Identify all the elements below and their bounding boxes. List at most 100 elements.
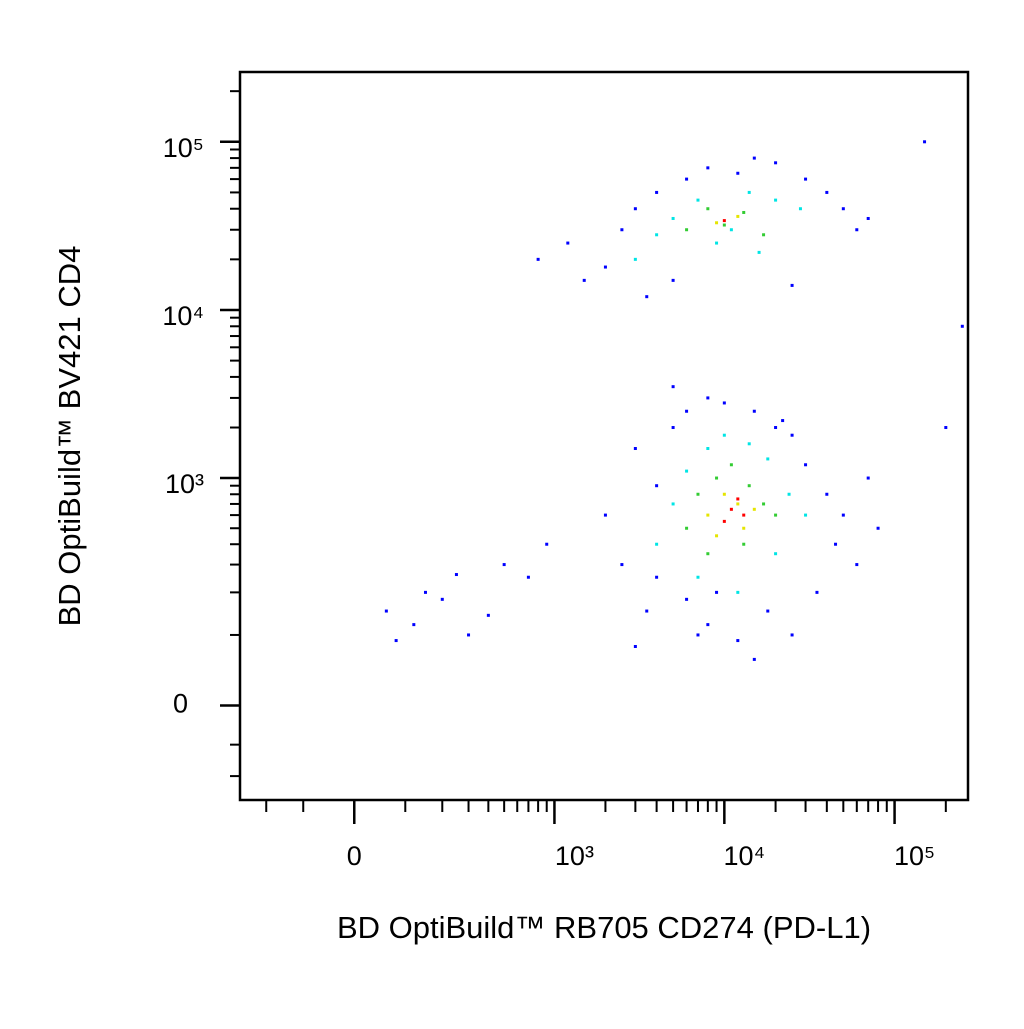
point xyxy=(742,513,746,517)
point xyxy=(747,190,751,194)
point xyxy=(866,216,870,220)
point xyxy=(696,575,700,579)
point xyxy=(876,526,880,530)
point xyxy=(752,507,756,511)
point xyxy=(526,575,530,579)
point xyxy=(645,295,649,299)
point xyxy=(766,609,770,613)
point xyxy=(655,190,659,194)
y-tick-label: 0 xyxy=(173,689,188,719)
point xyxy=(787,492,791,496)
point xyxy=(645,609,649,613)
point xyxy=(742,542,746,546)
point xyxy=(722,401,726,405)
point xyxy=(536,257,540,261)
point xyxy=(757,250,761,254)
point xyxy=(620,228,624,232)
point xyxy=(729,463,733,467)
point xyxy=(394,639,398,643)
point xyxy=(633,207,637,211)
point xyxy=(715,241,719,245)
point xyxy=(825,492,829,496)
point xyxy=(633,257,637,261)
point xyxy=(752,657,756,661)
point xyxy=(486,613,490,617)
point xyxy=(706,447,710,451)
point xyxy=(736,590,740,594)
point xyxy=(866,476,870,480)
point xyxy=(722,219,726,223)
point xyxy=(729,507,733,511)
point xyxy=(790,633,794,637)
point xyxy=(742,210,746,214)
point xyxy=(774,198,778,202)
point xyxy=(804,513,808,517)
point xyxy=(825,190,829,194)
point xyxy=(923,140,927,144)
point xyxy=(633,644,637,648)
y-axis-label: BD OptiBuild™ BV421 CD4 xyxy=(52,246,87,627)
point xyxy=(545,542,549,546)
point xyxy=(502,563,506,567)
point xyxy=(715,590,719,594)
x-tick-label: 10⁴ xyxy=(724,841,766,871)
point xyxy=(841,207,845,211)
point xyxy=(671,502,675,506)
point xyxy=(804,463,808,467)
point xyxy=(774,513,778,517)
point xyxy=(736,214,740,218)
point xyxy=(655,542,659,546)
point xyxy=(582,278,586,282)
point xyxy=(685,469,689,473)
point xyxy=(603,513,607,517)
point xyxy=(671,385,675,389)
point xyxy=(742,526,746,530)
point xyxy=(633,447,637,451)
point xyxy=(706,166,710,170)
point xyxy=(706,623,710,627)
point xyxy=(736,502,740,506)
x-tick-label: 0 xyxy=(347,841,362,871)
point xyxy=(798,207,802,211)
y-tick-label: 10⁴ xyxy=(162,301,204,331)
point xyxy=(790,283,794,287)
point xyxy=(790,433,794,437)
x-axis-label: BD OptiBuild™ RB705 CD274 (PD-L1) xyxy=(337,910,871,945)
plot-frame xyxy=(238,70,970,802)
point xyxy=(722,492,726,496)
point xyxy=(706,396,710,400)
point xyxy=(566,241,570,245)
point xyxy=(696,198,700,202)
point xyxy=(736,497,740,501)
point xyxy=(736,639,740,643)
point xyxy=(440,597,444,601)
point xyxy=(412,623,416,627)
point xyxy=(752,156,756,160)
point xyxy=(685,228,689,232)
point xyxy=(762,233,766,237)
point xyxy=(384,609,388,613)
point xyxy=(752,409,756,413)
point xyxy=(706,513,710,517)
point xyxy=(671,278,675,282)
point xyxy=(781,419,785,423)
point xyxy=(423,590,427,594)
point xyxy=(620,563,624,567)
point xyxy=(722,223,726,227)
point xyxy=(685,409,689,413)
x-tick-label: 10⁵ xyxy=(894,841,935,871)
point xyxy=(696,633,700,637)
point xyxy=(762,502,766,506)
point xyxy=(715,221,719,225)
point xyxy=(655,233,659,237)
point xyxy=(722,519,726,523)
point xyxy=(454,573,458,577)
point xyxy=(671,216,675,220)
point xyxy=(804,177,808,181)
point xyxy=(655,575,659,579)
point xyxy=(960,324,964,328)
point xyxy=(696,492,700,496)
point xyxy=(747,484,751,488)
point xyxy=(815,590,819,594)
point xyxy=(685,597,689,601)
